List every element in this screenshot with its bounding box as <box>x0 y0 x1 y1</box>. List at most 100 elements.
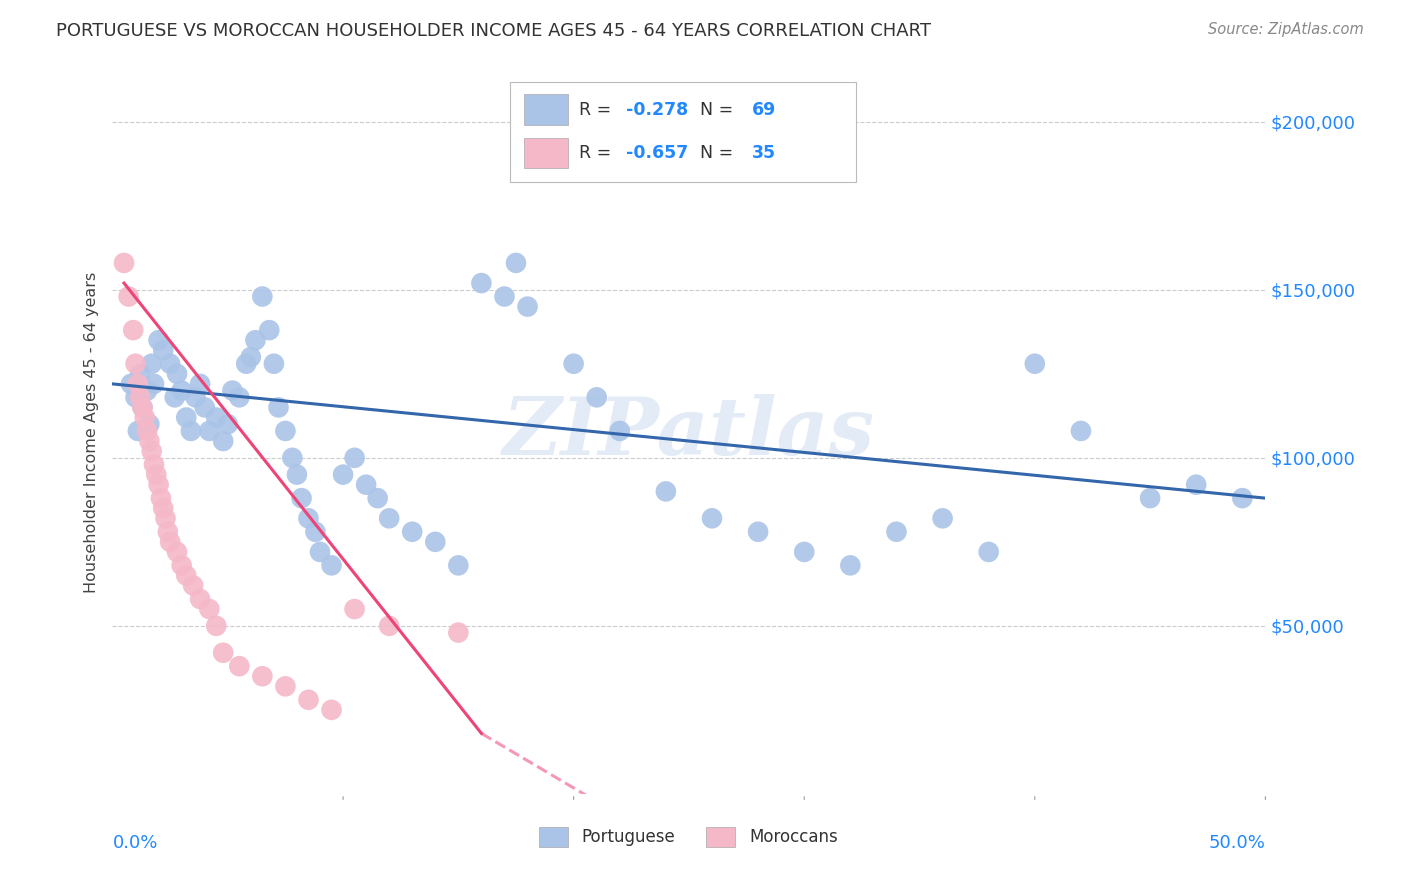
Point <box>221 384 243 398</box>
Point <box>228 659 250 673</box>
Point <box>609 424 631 438</box>
Y-axis label: Householder Income Ages 45 - 64 years: Householder Income Ages 45 - 64 years <box>84 272 100 593</box>
Point <box>1232 491 1254 505</box>
Point <box>112 256 135 270</box>
Point <box>174 568 197 582</box>
Point <box>332 467 354 482</box>
Text: N =: N = <box>689 144 738 162</box>
Text: Portuguese: Portuguese <box>582 829 675 847</box>
Point <box>122 323 145 337</box>
Point <box>181 578 204 592</box>
Text: 35: 35 <box>752 144 776 162</box>
Point <box>127 424 149 438</box>
Point <box>117 289 139 303</box>
Point <box>198 602 221 616</box>
Point <box>562 357 585 371</box>
Point <box>129 390 152 404</box>
Point <box>655 484 678 499</box>
Point <box>252 669 274 683</box>
Point <box>120 376 142 391</box>
Point <box>1139 491 1161 505</box>
Point <box>138 434 160 448</box>
Point <box>143 376 166 391</box>
Point <box>263 357 285 371</box>
FancyBboxPatch shape <box>706 827 735 847</box>
Point <box>931 511 953 525</box>
Point <box>343 450 366 465</box>
Point <box>267 401 290 415</box>
Point <box>159 357 181 371</box>
Point <box>131 401 153 415</box>
Text: Moroccans: Moroccans <box>749 829 838 847</box>
Point <box>127 376 149 391</box>
Point <box>152 501 174 516</box>
Point <box>149 491 172 505</box>
Point <box>145 467 167 482</box>
Point <box>977 545 1000 559</box>
Point <box>136 384 159 398</box>
Point <box>378 619 401 633</box>
FancyBboxPatch shape <box>524 95 568 125</box>
Point <box>194 401 217 415</box>
Point <box>297 511 319 525</box>
Point <box>354 477 377 491</box>
Text: PORTUGUESE VS MOROCCAN HOUSEHOLDER INCOME AGES 45 - 64 YEARS CORRELATION CHART: PORTUGUESE VS MOROCCAN HOUSEHOLDER INCOM… <box>56 22 931 40</box>
Point <box>124 390 146 404</box>
Point <box>886 524 908 539</box>
Point <box>378 511 401 525</box>
Point <box>401 524 423 539</box>
Point <box>166 545 188 559</box>
Point <box>447 558 470 573</box>
Point <box>131 401 153 415</box>
Point <box>129 367 152 381</box>
Point <box>285 467 308 482</box>
Point <box>163 390 186 404</box>
FancyBboxPatch shape <box>538 827 568 847</box>
Point <box>747 524 769 539</box>
Point <box>245 333 267 347</box>
Point <box>447 625 470 640</box>
Point <box>309 545 332 559</box>
Point <box>239 350 262 364</box>
Point <box>470 276 492 290</box>
Point <box>212 434 235 448</box>
Text: N =: N = <box>689 101 738 119</box>
Point <box>217 417 239 432</box>
Point <box>188 376 211 391</box>
Point <box>793 545 815 559</box>
Text: 50.0%: 50.0% <box>1209 834 1265 852</box>
Point <box>274 424 297 438</box>
Point <box>304 524 326 539</box>
Text: 69: 69 <box>752 101 776 119</box>
Point <box>235 357 257 371</box>
Point <box>494 289 516 303</box>
Point <box>259 323 281 337</box>
Point <box>138 417 160 432</box>
Point <box>166 367 188 381</box>
FancyBboxPatch shape <box>524 138 568 169</box>
Point <box>252 289 274 303</box>
Text: -0.657: -0.657 <box>626 144 688 162</box>
Point <box>205 619 228 633</box>
Text: -0.278: -0.278 <box>626 101 688 119</box>
Point <box>155 511 177 525</box>
Point <box>343 602 366 616</box>
Point <box>148 333 170 347</box>
Point <box>700 511 723 525</box>
Point <box>425 534 447 549</box>
Point <box>156 524 179 539</box>
Point <box>136 424 159 438</box>
Point <box>148 477 170 491</box>
Point <box>1024 357 1046 371</box>
Point <box>297 693 319 707</box>
Point <box>367 491 389 505</box>
Point <box>124 357 146 371</box>
Point <box>1070 424 1092 438</box>
Point <box>516 300 538 314</box>
Point <box>290 491 312 505</box>
Text: Source: ZipAtlas.com: Source: ZipAtlas.com <box>1208 22 1364 37</box>
Point <box>180 424 202 438</box>
Point <box>505 256 527 270</box>
Text: R =: R = <box>579 101 617 119</box>
Point <box>228 390 250 404</box>
